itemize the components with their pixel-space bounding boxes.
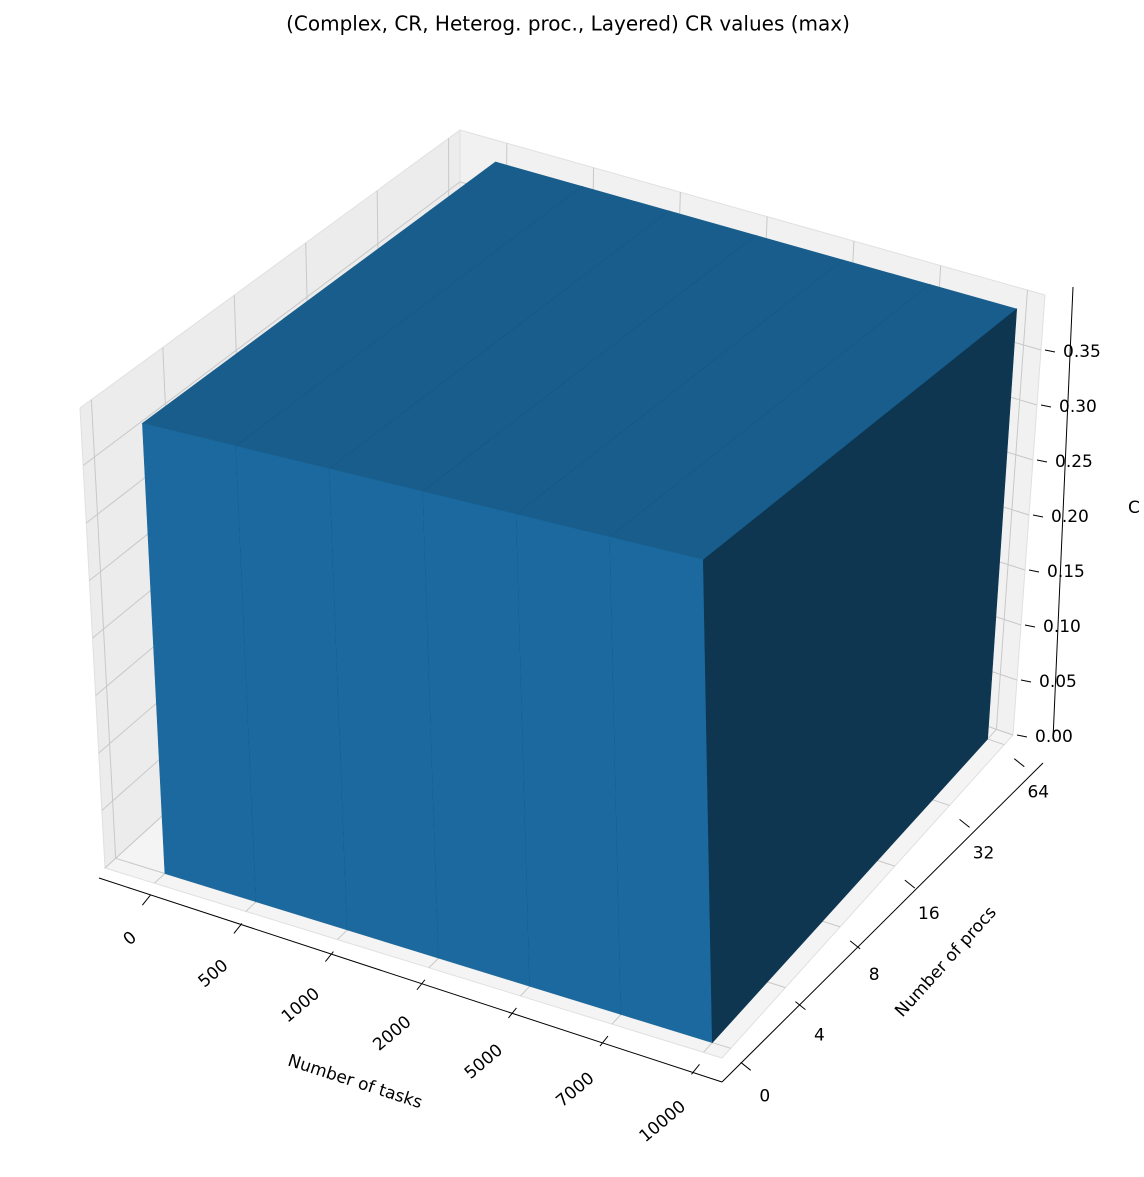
x-tick-label: 1000	[278, 984, 324, 1027]
z-tick	[1016, 734, 1028, 738]
y-axis-title: Number of procs	[891, 903, 1001, 1022]
x-tick-label: 10000	[636, 1097, 690, 1147]
z-tick	[1032, 514, 1044, 518]
bar-front	[609, 536, 713, 1044]
x-tick-label: 0	[120, 928, 141, 950]
z-axis-line	[1052, 286, 1074, 740]
x-tick-label: 2000	[369, 1012, 415, 1055]
z-tick-label: 0.25	[1055, 452, 1093, 472]
z-tick-label: 0.35	[1063, 342, 1101, 362]
z-tick-label: 0.10	[1043, 617, 1081, 637]
x-axis-title: Number of tasks	[285, 1051, 425, 1113]
z-tick	[1044, 349, 1056, 353]
y-tick-label: 8	[869, 965, 880, 985]
bar-front	[515, 514, 622, 1015]
z-tick-label: 0.05	[1039, 672, 1077, 692]
x-tick	[325, 951, 334, 962]
z-tick	[1020, 679, 1032, 683]
x-tick	[141, 894, 151, 906]
grid-line	[82, 181, 461, 466]
bar-front	[422, 491, 531, 987]
z-tick	[1040, 404, 1052, 408]
y-tick-label: 16	[918, 904, 940, 924]
y-tick-label: 0	[759, 1086, 770, 1106]
x-axis-line	[98, 877, 723, 1083]
y-tick	[740, 1061, 752, 1071]
x-tick-label: 7000	[552, 1068, 598, 1111]
x-tick	[233, 923, 243, 934]
bar-side	[765, 458, 830, 983]
z-tick	[1024, 624, 1036, 628]
y-axis-line	[721, 762, 1044, 1083]
bar-front	[329, 468, 439, 959]
z-tick-label: 0.00	[1035, 727, 1073, 747]
x-tick	[599, 1035, 609, 1047]
chart-title: (Complex, CR, Heterog. proc., Layered) C…	[286, 12, 850, 36]
y-tick	[1013, 758, 1025, 768]
z-tick	[1028, 569, 1040, 573]
z-tick	[1036, 459, 1048, 463]
bar-side	[702, 509, 768, 1044]
y-tick-label: 32	[973, 843, 995, 863]
y-tick	[959, 819, 970, 828]
x-tick-label: 5000	[461, 1040, 507, 1083]
y-tick-label: 64	[1027, 783, 1049, 803]
z-tick-label: 0.20	[1051, 507, 1089, 527]
x-tick-label: 500	[195, 956, 233, 992]
y-tick-label: 4	[814, 1026, 825, 1046]
z-tick-label: 0.30	[1059, 397, 1097, 417]
z-tick-label: 0.15	[1047, 562, 1085, 582]
z-axis-title: C	[1128, 498, 1140, 518]
y-tick	[849, 940, 861, 950]
x-tick	[416, 979, 426, 991]
y-tick	[795, 1001, 806, 1010]
y-tick	[904, 879, 916, 889]
